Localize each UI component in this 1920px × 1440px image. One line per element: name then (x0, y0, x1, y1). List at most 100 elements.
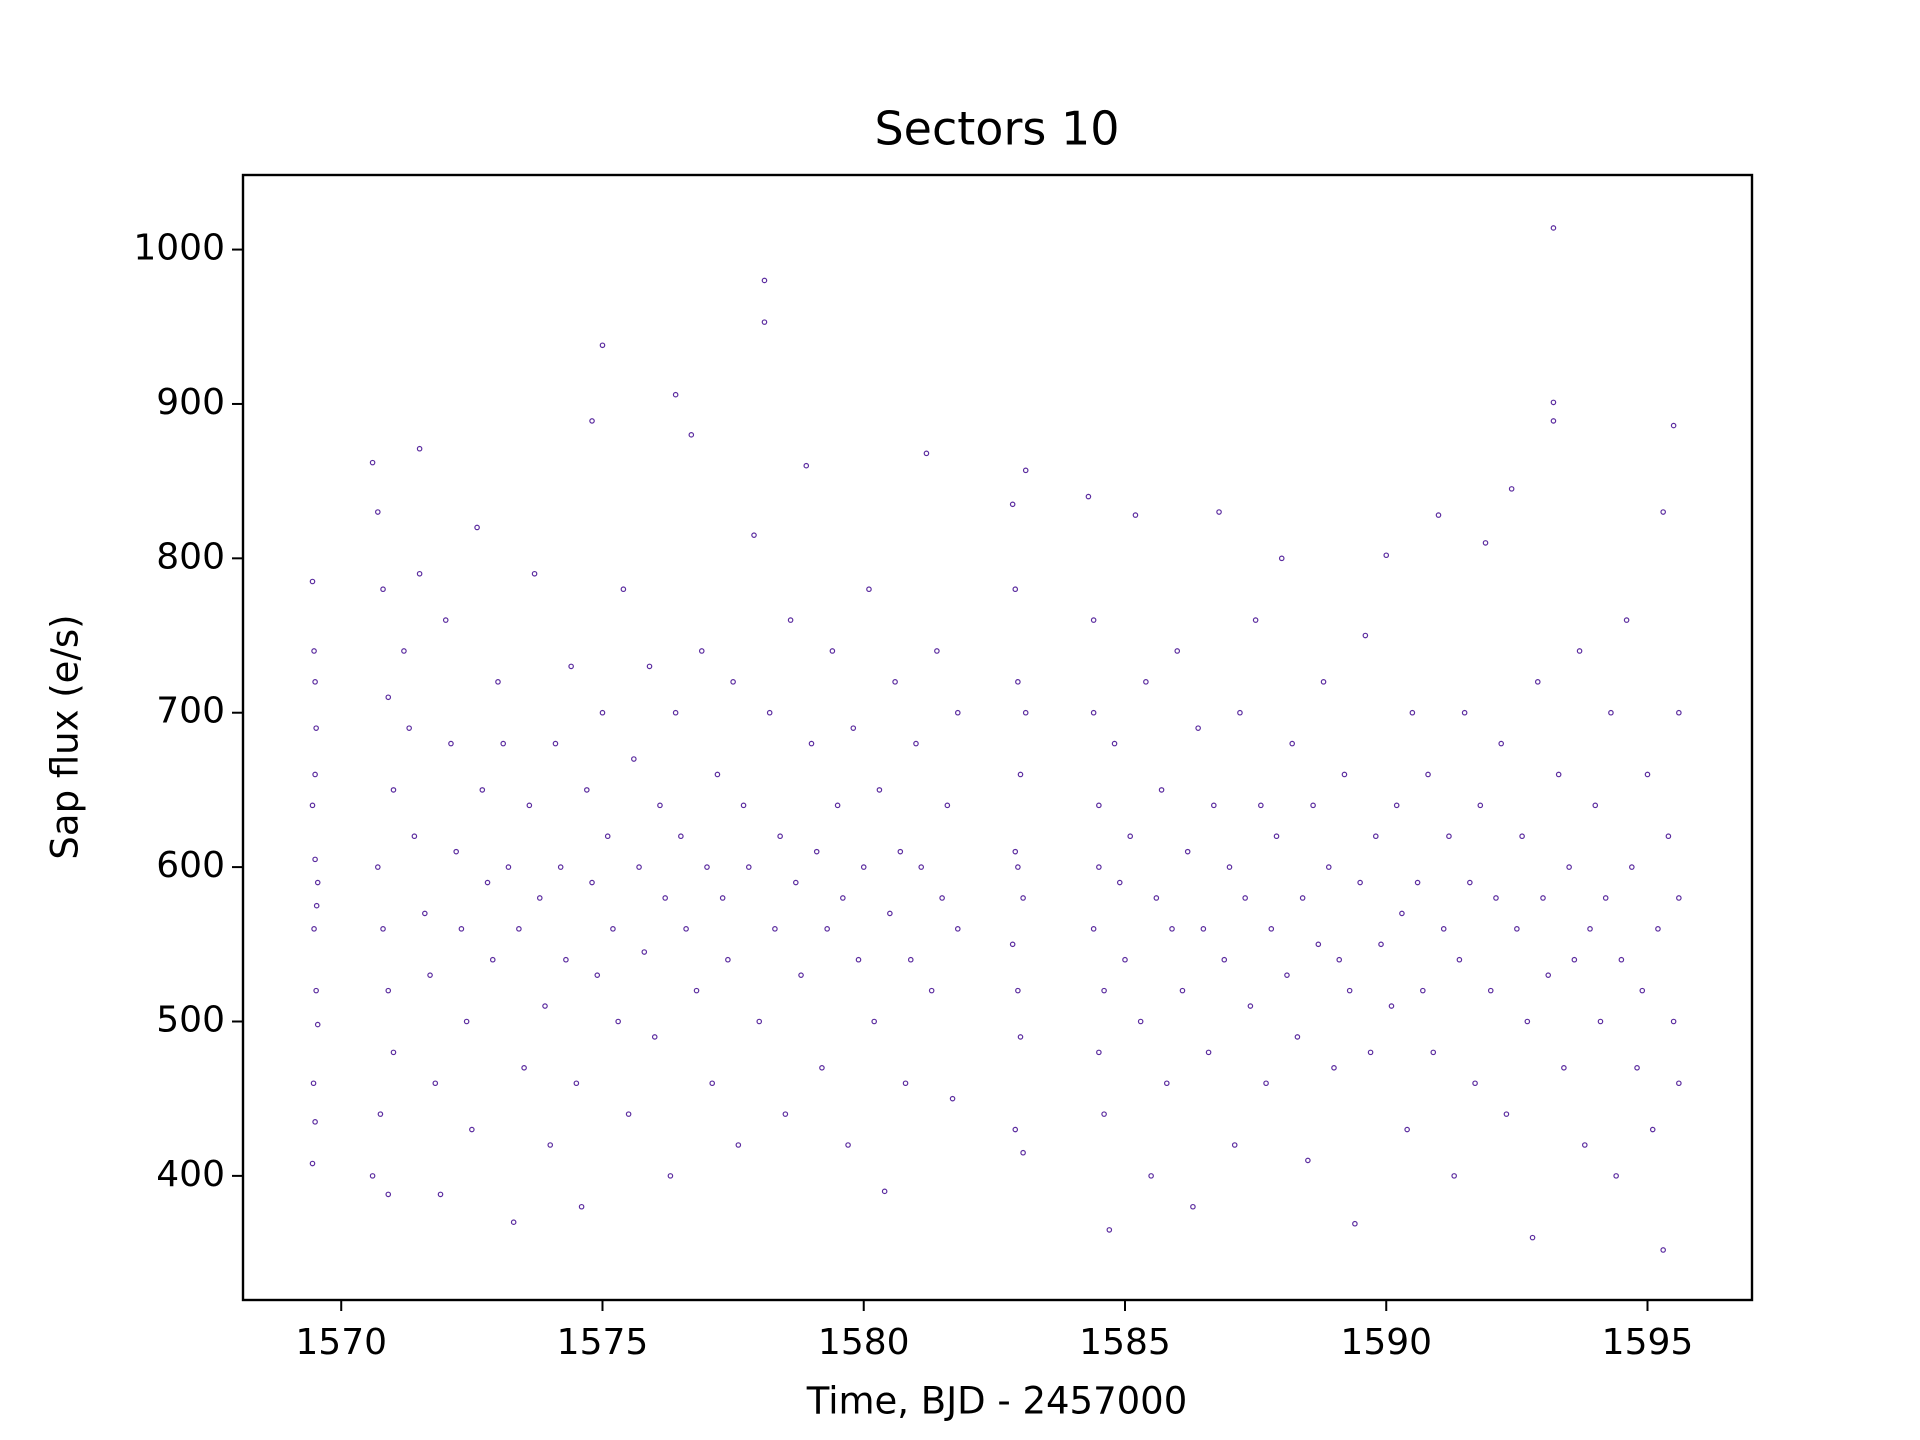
data-point (1529, 1234, 1536, 1241)
data-point (1644, 771, 1651, 778)
data-point (416, 445, 423, 452)
data-point (793, 879, 799, 886)
data-point (745, 864, 752, 870)
data-point (834, 802, 841, 809)
data-point (688, 432, 695, 438)
data-point (1670, 1018, 1677, 1025)
data-point (641, 949, 648, 955)
data-point (803, 462, 810, 469)
data-point (568, 663, 574, 670)
data-point (813, 848, 820, 855)
data-point (1404, 1126, 1410, 1133)
data-point (479, 787, 486, 793)
data-point (531, 570, 538, 577)
data-point (1414, 879, 1421, 886)
data-point (1195, 725, 1201, 731)
data-point (310, 1080, 317, 1087)
data-point (1435, 512, 1442, 518)
data-point (772, 926, 778, 932)
x-tick-label: 1595 (1602, 1322, 1694, 1363)
data-point (1649, 1126, 1656, 1133)
data-point (1540, 895, 1546, 901)
data-point (489, 956, 496, 963)
data-point (907, 956, 914, 963)
data-point (313, 987, 319, 994)
data-point (892, 679, 898, 685)
data-point (542, 1003, 548, 1009)
data-point (954, 709, 961, 716)
y-tick-label: 600 (156, 845, 225, 886)
data-point (1310, 802, 1316, 809)
data-point (928, 987, 935, 994)
data-point (1096, 864, 1102, 870)
data-point (1148, 1173, 1154, 1179)
data-point (1482, 540, 1489, 546)
data-point (1561, 1065, 1567, 1071)
data-point (881, 1188, 888, 1195)
data-point (735, 1142, 742, 1148)
x-tick-label: 1580 (818, 1322, 910, 1363)
data-point (589, 418, 595, 424)
data-point (1550, 418, 1557, 424)
data-point (761, 277, 768, 284)
data-point (1174, 648, 1181, 654)
data-point (1096, 1049, 1102, 1056)
data-point (751, 532, 757, 538)
data-point (422, 910, 428, 917)
data-point (667, 1173, 674, 1179)
data-point (876, 787, 883, 793)
y-tick-label: 700 (156, 691, 225, 732)
data-point (432, 1080, 439, 1087)
data-point (704, 864, 710, 870)
data-point (390, 787, 397, 793)
data-point (610, 926, 616, 932)
data-point (902, 1080, 909, 1087)
data-point (526, 802, 533, 809)
data-point (1571, 956, 1578, 963)
data-point (777, 833, 783, 840)
data-point (500, 740, 507, 747)
data-point (1461, 709, 1468, 716)
data-point (557, 864, 564, 870)
data-point (1550, 399, 1557, 406)
data-point (589, 879, 595, 886)
data-point (1153, 895, 1160, 901)
data-point (1393, 802, 1400, 809)
data-point (871, 1018, 877, 1025)
data-point (1602, 895, 1609, 901)
data-point (1101, 1111, 1107, 1117)
x-tick-label: 1575 (557, 1322, 649, 1363)
data-point (1655, 926, 1661, 932)
data-point (377, 1111, 384, 1117)
data-point (1378, 941, 1384, 948)
data-point (416, 570, 423, 577)
data-point (615, 1018, 621, 1025)
data-point (1388, 1003, 1395, 1009)
data-point (1613, 1173, 1619, 1179)
data-point (1012, 848, 1019, 855)
data-point (314, 1021, 321, 1028)
data-point (311, 648, 317, 654)
data-point (954, 926, 961, 932)
data-point (437, 1191, 444, 1198)
data-point (1446, 833, 1452, 840)
data-point (547, 1142, 554, 1148)
y-tick-label: 1000 (133, 228, 225, 269)
data-point (313, 725, 319, 731)
data-point (1341, 771, 1348, 778)
data-point (1519, 833, 1525, 840)
data-point (824, 926, 830, 932)
data-point (1017, 1034, 1024, 1040)
data-point (380, 586, 386, 593)
data-point (657, 802, 663, 809)
data-point (1190, 1203, 1196, 1210)
data-point (309, 802, 316, 809)
data-point (1315, 941, 1322, 948)
data-point (1618, 956, 1625, 963)
data-point (1581, 1142, 1588, 1148)
data-point (672, 709, 679, 716)
y-axis-label: Sap flux (e/s) (44, 614, 87, 859)
data-point (563, 956, 569, 963)
data-point (1440, 926, 1447, 932)
data-point (766, 709, 773, 716)
